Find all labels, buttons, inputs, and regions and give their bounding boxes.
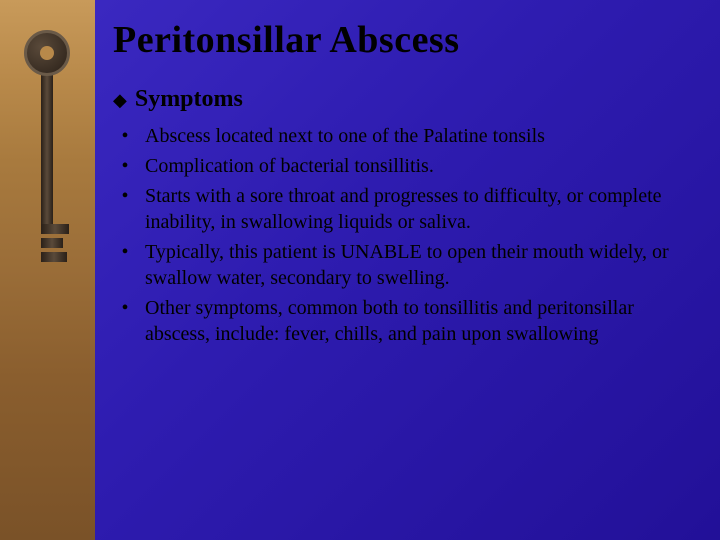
key-icon xyxy=(24,30,70,270)
bullet-icon: • xyxy=(119,295,131,321)
list-item: • Starts with a sore throat and progress… xyxy=(119,183,690,235)
slide: Peritonsillar Abscess ◆ Symptoms • Absce… xyxy=(0,0,720,540)
bullet-icon: • xyxy=(119,183,131,209)
list-item: • Complication of bacterial tonsillitis. xyxy=(119,153,690,179)
bullet-icon: • xyxy=(119,153,131,179)
list-item: • Typically, this patient is UNABLE to o… xyxy=(119,239,690,291)
bullet-text: Typically, this patient is UNABLE to ope… xyxy=(145,239,690,291)
decorative-sidebar xyxy=(0,0,95,540)
bullet-text: Other symptoms, common both to tonsillit… xyxy=(145,295,690,347)
section-label: Symptoms xyxy=(135,86,243,113)
slide-content: Peritonsillar Abscess ◆ Symptoms • Absce… xyxy=(95,0,720,540)
bullet-text: Abscess located next to one of the Palat… xyxy=(145,123,545,149)
bullet-list: • Abscess located next to one of the Pal… xyxy=(113,123,690,347)
diamond-bullet-icon: ◆ xyxy=(113,91,127,109)
bullet-icon: • xyxy=(119,123,131,149)
list-item: • Abscess located next to one of the Pal… xyxy=(119,123,690,149)
bullet-icon: • xyxy=(119,239,131,265)
section-heading: ◆ Symptoms xyxy=(113,86,690,113)
bullet-text: Starts with a sore throat and progresses… xyxy=(145,183,690,235)
list-item: • Other symptoms, common both to tonsill… xyxy=(119,295,690,347)
slide-title: Peritonsillar Abscess xyxy=(113,18,690,62)
bullet-text: Complication of bacterial tonsillitis. xyxy=(145,153,434,179)
